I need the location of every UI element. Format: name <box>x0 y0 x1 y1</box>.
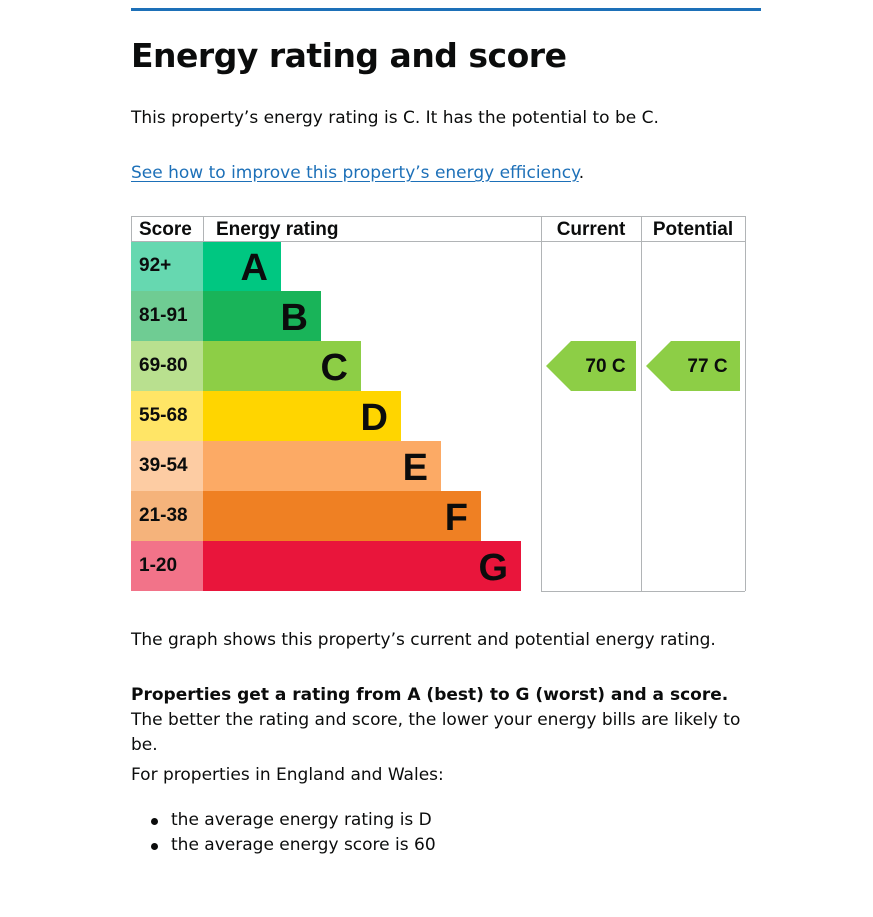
header-score: Score <box>139 219 192 240</box>
header-current: Current <box>557 219 626 240</box>
rating-bar-d <box>203 391 401 441</box>
rating-bar-c <box>203 341 361 391</box>
section-top-rule <box>131 8 761 11</box>
rating-bar-a <box>203 241 281 291</box>
improve-efficiency-link[interactable]: See how to improve this property’s energ… <box>131 163 579 183</box>
rating-summary: This property’s energy rating is C. It h… <box>131 108 659 128</box>
score-cell-e <box>131 441 203 491</box>
current-rating-arrow <box>546 341 636 391</box>
link-suffix: . <box>578 163 585 183</box>
score-range-e: 39-54 <box>139 455 188 476</box>
score-range-d: 55-68 <box>139 405 188 426</box>
rating-bar-e <box>203 441 441 491</box>
score-cell-d <box>131 391 203 441</box>
score-cell-a <box>131 241 203 291</box>
page-heading: Energy rating and score <box>131 36 567 75</box>
rating-bar-g <box>203 541 521 591</box>
score-cell-f <box>131 491 203 541</box>
graph-caption: The graph shows this property’s current … <box>131 630 716 650</box>
score-range-b: 81-91 <box>139 305 188 326</box>
rating-letter-d: D <box>361 397 388 439</box>
england-wales-intro: For properties in England and Wales: <box>131 765 444 785</box>
potential-rating-arrow <box>646 341 740 391</box>
rating-letter-c: C <box>321 347 348 389</box>
improve-link-paragraph: See how to improve this property’s energ… <box>131 161 584 186</box>
rating-bar-f <box>203 491 481 541</box>
rating-bar-b <box>203 291 321 341</box>
averages-list: the average energy rating is D the avera… <box>131 808 436 858</box>
score-cell-b <box>131 291 203 341</box>
average-score-item: the average energy score is 60 <box>151 833 436 858</box>
potential-rating-label: 77 C <box>687 356 727 377</box>
rating-explanation-bold: Properties get a rating from A (best) to… <box>131 685 729 705</box>
rating-explanation-rest: The better the rating and score, the low… <box>131 710 741 755</box>
rating-letter-a: A <box>241 247 268 289</box>
rating-letter-f: F <box>445 497 468 539</box>
rating-letter-g: G <box>478 547 508 589</box>
current-rating-label: 70 C <box>585 356 625 377</box>
score-range-f: 21-38 <box>139 505 188 526</box>
rating-letter-b: B <box>281 297 308 339</box>
score-range-c: 69-80 <box>139 355 188 376</box>
rating-letter-e: E <box>403 447 428 489</box>
score-range-g: 1-20 <box>139 555 177 576</box>
rating-explanation: Properties get a rating from A (best) to… <box>131 683 751 758</box>
score-cell-g <box>131 541 203 591</box>
average-rating-item: the average energy rating is D <box>151 808 436 833</box>
header-potential: Potential <box>653 219 733 240</box>
score-cell-c <box>131 341 203 391</box>
score-range-a: 92+ <box>139 255 171 276</box>
header-energy-rating: Energy rating <box>216 219 338 240</box>
